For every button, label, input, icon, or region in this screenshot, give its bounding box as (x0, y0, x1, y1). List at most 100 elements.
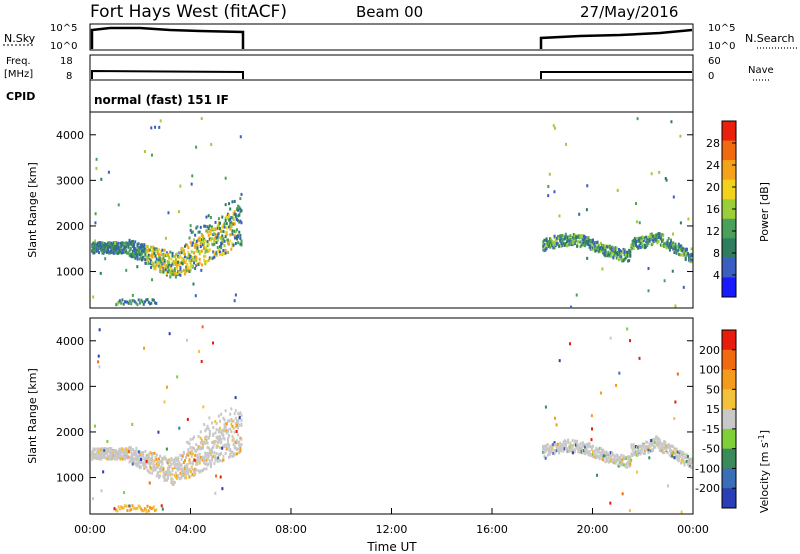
radar-cell (222, 229, 225, 233)
radar-cell (108, 450, 111, 454)
radar-cell (165, 253, 168, 257)
radar-cell (554, 443, 557, 447)
radar-cell (145, 298, 148, 302)
radar-cell (101, 455, 104, 459)
radar-cell (117, 241, 120, 245)
radar-cell (577, 234, 580, 238)
radar-cell (154, 301, 157, 305)
radar-cell (555, 448, 558, 452)
radar-cell (188, 257, 191, 261)
radar-cell (174, 273, 177, 277)
radar-cell (206, 242, 209, 246)
radar-cell (146, 298, 149, 302)
radar-cell (232, 426, 235, 430)
radar-cell (632, 239, 635, 243)
beam-label: Beam 00 (356, 3, 423, 21)
radar-cell (204, 453, 207, 457)
radar-cell (567, 440, 570, 444)
radar-cell (551, 448, 554, 452)
radar-cell (219, 459, 222, 463)
radar-cell (187, 246, 190, 250)
radar-cell (161, 269, 164, 273)
radar-cell (197, 237, 200, 241)
radar-cell (194, 470, 197, 474)
radar-cell (153, 247, 156, 251)
radar-cell (194, 453, 197, 457)
radar-cell (122, 241, 125, 245)
radar-cell (160, 504, 163, 508)
radar-cell (565, 447, 568, 451)
radar-cell (157, 258, 160, 262)
radar-cell (690, 247, 693, 251)
radar-cell (554, 126, 557, 130)
radar-cell (599, 247, 602, 251)
radar-cell (220, 241, 223, 245)
radar-cell (681, 450, 684, 454)
radar-cell (119, 457, 122, 461)
radar-cell (679, 248, 682, 252)
power-frame (89, 111, 694, 309)
radar-cell (228, 215, 231, 219)
radar-cell (581, 238, 584, 242)
radar-cell (125, 268, 128, 272)
radar-cell (224, 429, 227, 433)
radar-cell (98, 328, 101, 332)
radar-cell (159, 261, 162, 265)
radar-cell (226, 238, 229, 242)
radar-cell (171, 468, 174, 472)
radar-cell (151, 298, 154, 302)
radar-cell (169, 460, 172, 464)
radar-cell (150, 261, 153, 265)
radar-cell (193, 238, 196, 242)
radar-cell (203, 440, 206, 444)
radar-cell (207, 233, 210, 237)
radar-cell (596, 240, 599, 244)
radar-cell (651, 438, 654, 442)
radar-cell (609, 501, 612, 505)
radar-cell (645, 448, 648, 452)
radar-cell (653, 239, 656, 243)
radar-cell (222, 223, 225, 227)
radar-cell (621, 457, 624, 461)
radar-cell (188, 269, 191, 273)
radar-cell (154, 264, 157, 268)
radar-cell (631, 246, 634, 250)
radar-cell (131, 253, 134, 257)
radar-cell (162, 457, 165, 461)
radar-cell (556, 447, 559, 451)
radar-cell (148, 465, 151, 469)
radar-cell (672, 244, 675, 248)
radar-cell (660, 443, 663, 447)
radar-cell (195, 443, 198, 447)
radar-cell (125, 504, 128, 508)
radar-cell (203, 245, 206, 249)
radar-cell (207, 462, 210, 466)
radar-cell (204, 239, 207, 243)
radar-cell (619, 254, 622, 258)
radar-cell (198, 445, 201, 449)
radar-cell (221, 241, 224, 245)
radar-cell (240, 422, 243, 426)
radar-cell (117, 454, 120, 458)
radar-cell (612, 255, 615, 259)
radar-cell (229, 449, 232, 453)
radar-cell (212, 433, 215, 437)
colorbar-tick-label: 28 (706, 137, 720, 150)
radar-cell (189, 255, 192, 259)
radar-cell (663, 244, 666, 248)
radar-cell (229, 221, 232, 225)
radar-cell (642, 245, 645, 249)
nsky-trace-1 (90, 26, 245, 49)
radar-cell (111, 246, 114, 250)
radar-cell (146, 457, 149, 461)
radar-cell (559, 238, 562, 242)
radar-cell (558, 451, 561, 455)
radar-cell (587, 239, 590, 243)
radar-cell (195, 242, 198, 246)
radar-cell (125, 245, 128, 249)
radar-cell (624, 256, 627, 260)
radar-cell (588, 244, 591, 248)
radar-cell (128, 299, 131, 303)
radar-cell (547, 240, 550, 244)
radar-cell (167, 467, 170, 471)
